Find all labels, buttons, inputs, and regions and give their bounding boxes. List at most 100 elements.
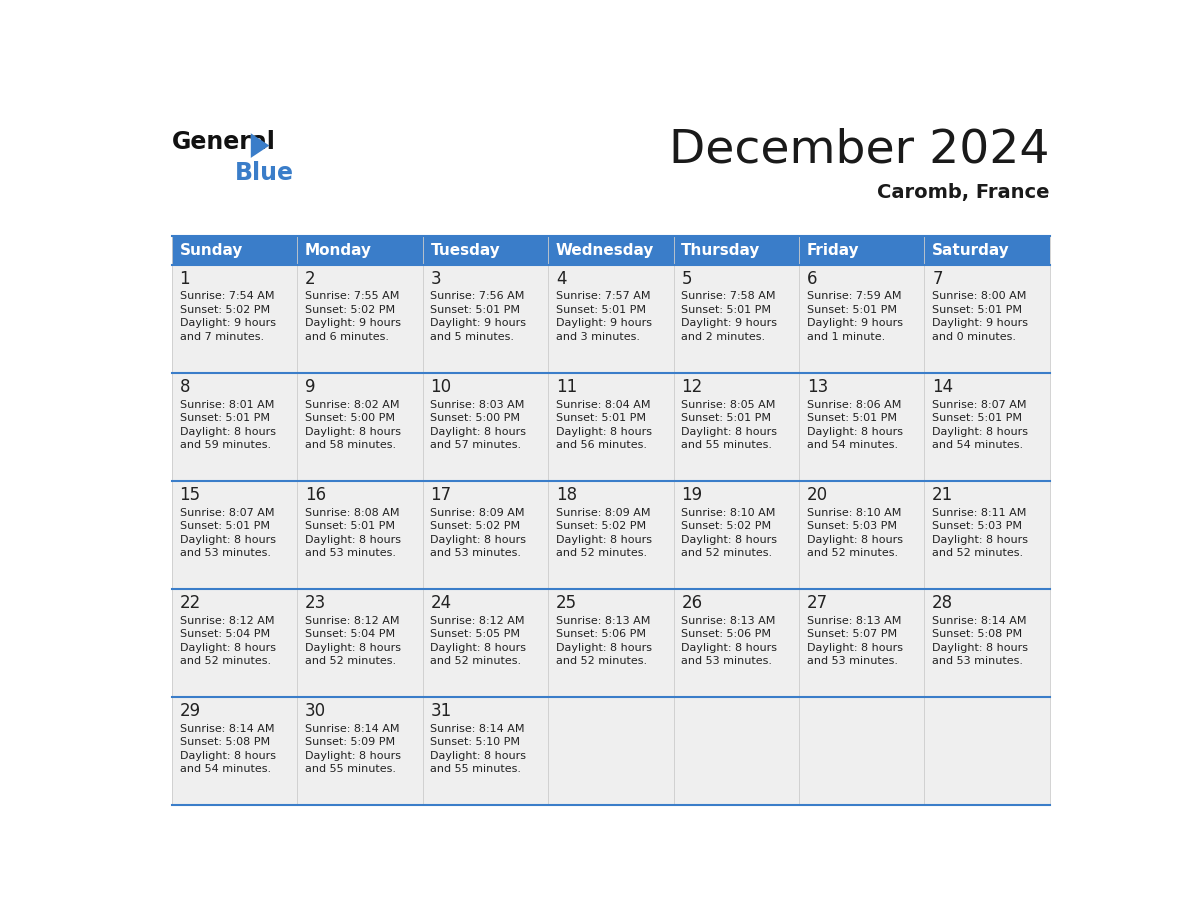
Bar [548, 589, 674, 698]
Bar [924, 698, 1050, 805]
Text: 30: 30 [305, 702, 326, 720]
Text: Daylight: 8 hours: Daylight: 8 hours [556, 427, 652, 437]
Bar [297, 373, 423, 481]
Text: Sunrise: 8:12 AM: Sunrise: 8:12 AM [179, 616, 274, 626]
Text: 13: 13 [807, 377, 828, 396]
Text: Daylight: 8 hours: Daylight: 8 hours [305, 751, 400, 761]
Text: Daylight: 8 hours: Daylight: 8 hours [807, 534, 903, 544]
Text: and 1 minute.: and 1 minute. [807, 332, 885, 341]
Text: Sunset: 5:06 PM: Sunset: 5:06 PM [681, 630, 771, 639]
Text: and 6 minutes.: and 6 minutes. [305, 332, 388, 341]
Text: General: General [172, 130, 276, 154]
Text: Sunset: 5:01 PM: Sunset: 5:01 PM [933, 305, 1022, 315]
Text: 12: 12 [681, 377, 702, 396]
Bar [548, 265, 674, 373]
Text: Daylight: 8 hours: Daylight: 8 hours [305, 534, 400, 544]
Text: and 57 minutes.: and 57 minutes. [430, 440, 522, 450]
Text: Sunset: 5:02 PM: Sunset: 5:02 PM [681, 521, 771, 532]
Bar [674, 373, 800, 481]
Text: Sunset: 5:08 PM: Sunset: 5:08 PM [933, 630, 1022, 639]
Text: and 52 minutes.: and 52 minutes. [807, 548, 898, 558]
Text: Daylight: 8 hours: Daylight: 8 hours [933, 427, 1028, 437]
Text: 24: 24 [430, 594, 451, 612]
Text: Daylight: 9 hours: Daylight: 9 hours [305, 319, 400, 329]
Text: Daylight: 8 hours: Daylight: 8 hours [933, 643, 1028, 653]
Text: Sunrise: 8:13 AM: Sunrise: 8:13 AM [556, 616, 650, 626]
Text: Daylight: 8 hours: Daylight: 8 hours [933, 534, 1028, 544]
Text: Sunset: 5:02 PM: Sunset: 5:02 PM [305, 305, 396, 315]
Bar [423, 373, 548, 481]
Text: Sunrise: 8:06 AM: Sunrise: 8:06 AM [807, 399, 901, 409]
Text: Monday: Monday [305, 242, 372, 258]
Text: Saturday: Saturday [933, 242, 1010, 258]
Text: 3: 3 [430, 270, 441, 287]
Text: and 3 minutes.: and 3 minutes. [556, 332, 640, 341]
Text: Daylight: 8 hours: Daylight: 8 hours [430, 643, 526, 653]
Text: and 52 minutes.: and 52 minutes. [933, 548, 1023, 558]
Text: 17: 17 [430, 486, 451, 504]
Text: Sunset: 5:01 PM: Sunset: 5:01 PM [681, 305, 771, 315]
Text: and 55 minutes.: and 55 minutes. [430, 765, 522, 775]
Text: Sunrise: 8:03 AM: Sunrise: 8:03 AM [430, 399, 525, 409]
Text: Sunset: 5:08 PM: Sunset: 5:08 PM [179, 737, 270, 747]
Text: Sunrise: 8:12 AM: Sunrise: 8:12 AM [430, 616, 525, 626]
Text: 31: 31 [430, 702, 451, 720]
Text: Daylight: 9 hours: Daylight: 9 hours [933, 319, 1028, 329]
Text: and 5 minutes.: and 5 minutes. [430, 332, 514, 341]
Text: 29: 29 [179, 702, 201, 720]
Text: Sunrise: 8:10 AM: Sunrise: 8:10 AM [807, 508, 901, 518]
Bar [674, 481, 800, 589]
Text: Sunrise: 7:58 AM: Sunrise: 7:58 AM [681, 292, 776, 301]
Bar [423, 481, 548, 589]
Text: Sunset: 5:03 PM: Sunset: 5:03 PM [807, 521, 897, 532]
Text: Daylight: 8 hours: Daylight: 8 hours [179, 534, 276, 544]
Text: Sunrise: 7:59 AM: Sunrise: 7:59 AM [807, 292, 902, 301]
Text: 16: 16 [305, 486, 326, 504]
Text: Daylight: 9 hours: Daylight: 9 hours [807, 319, 903, 329]
Text: 6: 6 [807, 270, 817, 287]
Text: and 53 minutes.: and 53 minutes. [681, 656, 772, 666]
Text: and 52 minutes.: and 52 minutes. [305, 656, 396, 666]
Text: and 7 minutes.: and 7 minutes. [179, 332, 264, 341]
Bar [548, 698, 674, 805]
Bar [172, 698, 297, 805]
Text: Sunrise: 8:07 AM: Sunrise: 8:07 AM [179, 508, 274, 518]
Bar [172, 373, 297, 481]
Bar [800, 265, 924, 373]
Text: Daylight: 8 hours: Daylight: 8 hours [556, 534, 652, 544]
Text: Daylight: 8 hours: Daylight: 8 hours [430, 534, 526, 544]
Text: 15: 15 [179, 486, 201, 504]
Text: 22: 22 [179, 594, 201, 612]
Bar [423, 265, 548, 373]
Text: and 0 minutes.: and 0 minutes. [933, 332, 1016, 341]
Text: 19: 19 [681, 486, 702, 504]
Text: and 53 minutes.: and 53 minutes. [933, 656, 1023, 666]
Text: Sunrise: 8:08 AM: Sunrise: 8:08 AM [305, 508, 399, 518]
Text: Sunrise: 8:13 AM: Sunrise: 8:13 AM [681, 616, 776, 626]
Text: Sunset: 5:01 PM: Sunset: 5:01 PM [305, 521, 394, 532]
Text: Sunrise: 8:02 AM: Sunrise: 8:02 AM [305, 399, 399, 409]
Text: Daylight: 9 hours: Daylight: 9 hours [681, 319, 777, 329]
Text: Sunset: 5:00 PM: Sunset: 5:00 PM [305, 413, 394, 423]
Text: Sunrise: 8:05 AM: Sunrise: 8:05 AM [681, 399, 776, 409]
Text: Sunset: 5:02 PM: Sunset: 5:02 PM [430, 521, 520, 532]
Text: Wednesday: Wednesday [556, 242, 655, 258]
Text: Sunset: 5:00 PM: Sunset: 5:00 PM [430, 413, 520, 423]
Text: Sunset: 5:05 PM: Sunset: 5:05 PM [430, 630, 520, 639]
Text: Thursday: Thursday [681, 242, 760, 258]
Text: Sunset: 5:01 PM: Sunset: 5:01 PM [807, 413, 897, 423]
Text: Daylight: 9 hours: Daylight: 9 hours [430, 319, 526, 329]
Text: Sunrise: 8:14 AM: Sunrise: 8:14 AM [179, 724, 274, 733]
Text: and 55 minutes.: and 55 minutes. [681, 440, 772, 450]
Bar [800, 481, 924, 589]
Bar [800, 589, 924, 698]
Text: Sunrise: 8:14 AM: Sunrise: 8:14 AM [305, 724, 399, 733]
Text: and 54 minutes.: and 54 minutes. [933, 440, 1023, 450]
Text: Sunset: 5:07 PM: Sunset: 5:07 PM [807, 630, 897, 639]
Text: Sunrise: 8:12 AM: Sunrise: 8:12 AM [305, 616, 399, 626]
Text: Sunrise: 8:14 AM: Sunrise: 8:14 AM [933, 616, 1026, 626]
Text: and 52 minutes.: and 52 minutes. [179, 656, 271, 666]
Text: 4: 4 [556, 270, 567, 287]
Text: and 54 minutes.: and 54 minutes. [179, 765, 271, 775]
Text: and 54 minutes.: and 54 minutes. [807, 440, 898, 450]
